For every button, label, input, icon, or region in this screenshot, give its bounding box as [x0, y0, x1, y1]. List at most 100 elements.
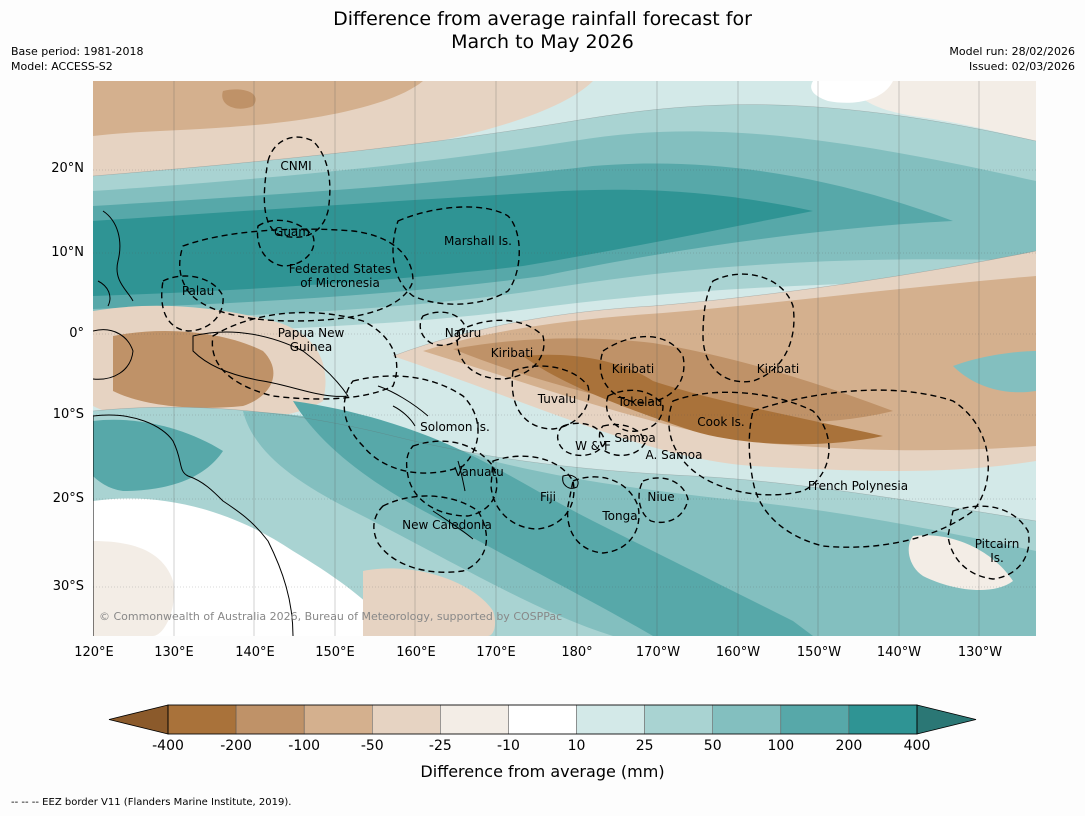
colorbar-tick-label: -400 — [152, 738, 184, 754]
label-kiribati-east: Kiribati — [756, 362, 800, 376]
lon-label-170w: 170°W — [635, 645, 681, 660]
rainfall-map — [93, 81, 1036, 636]
label-tuvalu: Tuvalu — [537, 392, 577, 406]
label-fiji: Fiji — [539, 490, 557, 504]
new-guinea-coast — [192, 331, 349, 397]
eez-guam — [256, 219, 315, 267]
eez-new-caledonia — [373, 495, 488, 573]
eez-french-polynesia — [748, 389, 989, 548]
lat-label-30s: 30°S — [52, 579, 84, 594]
label-pitcairn-line2: Is. — [990, 551, 1004, 565]
lon-label-140e: 140°E — [235, 645, 275, 660]
eez-nauru — [419, 311, 466, 346]
label-samoa: Samoa — [614, 431, 656, 445]
model-run: Model run: 28/02/2026 — [949, 45, 1075, 58]
vanuatu-coast — [457, 460, 466, 492]
label-kiribati-central: Kiribati — [611, 362, 655, 376]
label-kiribati-west: Kiribati — [490, 346, 534, 360]
south-dry-patch — [363, 568, 496, 636]
contour-outline — [93, 104, 1036, 522]
label-fsm-line1: Federated States — [288, 262, 392, 276]
philippines-coast — [97, 210, 134, 307]
ne-pale-patch — [853, 81, 1036, 141]
chart-title: Difference from average rainfall forecas… — [0, 8, 1085, 54]
colorbar-title: Difference from average (mm) — [420, 762, 665, 781]
label-french-polynesia: French Polynesia — [807, 479, 909, 493]
sw-dry — [93, 541, 174, 636]
lon-label-160e: 160°E — [396, 645, 436, 660]
label-pitcairn: Pitcairn Is. — [975, 537, 1020, 565]
eez-solomon — [343, 375, 479, 474]
colorbar-block — [508, 704, 577, 735]
title-line-2: March to May 2026 — [451, 31, 634, 53]
colorbar-tick-label: 200 — [835, 738, 863, 754]
north-dry-core — [93, 81, 423, 136]
eez-tuvalu — [511, 365, 590, 430]
colorbar-tick-label: 10 — [567, 738, 586, 754]
colorbar-high-extend — [916, 704, 977, 735]
lon-label-180: 180° — [561, 645, 593, 660]
colorbar-block — [235, 704, 305, 735]
label-cook-islands: Cook Is. — [697, 415, 745, 429]
label-fsm: Federated States of Micronesia — [289, 262, 391, 290]
colorbar-tick-label: -50 — [360, 738, 384, 754]
colorbar-tick-label: -25 — [428, 738, 452, 754]
colorbar-blocks — [167, 704, 918, 735]
far-ne-pale — [811, 81, 893, 103]
new-caledonia-coast — [432, 510, 474, 540]
se-pale-patch — [908, 535, 1013, 591]
eez-kiribati-central — [599, 335, 685, 404]
lon-label-140w: 140°W — [876, 645, 922, 660]
label-new-caledonia: New Caledonia — [402, 518, 492, 532]
label-wallis-futuna: W & F — [575, 439, 611, 453]
eez-legend-note: -- -- -- EEZ border V11 (Flanders Marine… — [11, 797, 292, 808]
colorbar-block — [303, 704, 373, 735]
lon-label-130e: 130°E — [154, 645, 194, 660]
colorbar-tick-label: 100 — [767, 738, 795, 754]
grid-lines — [93, 81, 1036, 636]
north-dry-patch — [222, 89, 256, 109]
colorbar-low-extend — [108, 704, 169, 735]
lon-label-150e: 150°E — [315, 645, 355, 660]
colorbar-tick-label: -10 — [497, 738, 520, 754]
copyright-notice: © Commonwealth of Australia 2026, Bureau… — [99, 610, 563, 623]
eez-kiribati-west — [456, 319, 545, 380]
eez-png — [211, 311, 398, 400]
eez-wallis-futuna — [556, 422, 606, 457]
label-niue: Niue — [647, 490, 675, 504]
colorbar-tick-label: -100 — [288, 738, 321, 754]
colorbar-block — [848, 704, 918, 735]
contour-spcz — [93, 406, 1036, 522]
spcz-inner — [293, 401, 813, 636]
lon-label-150w: 150°W — [796, 645, 842, 660]
eez-tokelau — [605, 389, 664, 432]
label-cnmi: CNMI — [280, 159, 312, 173]
eez-pitcairn — [947, 505, 1030, 580]
colorbar-block — [780, 704, 850, 735]
label-tokelau: Tokelau — [617, 395, 663, 409]
lat-label-20n: 20°N — [51, 161, 84, 176]
lat-label-20s: 20°S — [52, 491, 84, 506]
australia-coast — [93, 414, 294, 636]
meta-right: Model run: 28/02/2026 Issued: 02/03/2026 — [949, 44, 1075, 74]
west-coast-wet — [93, 419, 223, 491]
label-vanuatu: Vanuatu — [454, 465, 504, 479]
colorbar-block — [576, 704, 645, 735]
colorbar-block — [712, 704, 782, 735]
lat-label-0: 0° — [69, 326, 84, 341]
lon-label-170e: 170°E — [476, 645, 516, 660]
colorbar-block — [644, 704, 713, 735]
fiji-coast — [562, 474, 579, 489]
label-png-line2: Guinea — [289, 340, 333, 354]
eez-vanuatu — [405, 440, 498, 517]
lat-label-10n: 10°N — [51, 245, 84, 260]
lat-label-10s: 10°S — [52, 407, 84, 422]
label-png: Papua New Guinea — [278, 326, 345, 354]
label-nauru: Nauru — [444, 326, 482, 340]
label-png-line1: Papua New — [277, 326, 345, 340]
lon-label-160w: 160°W — [715, 645, 761, 660]
colorbar-frame — [167, 704, 918, 735]
label-american-samoa: A. Samoa — [645, 448, 703, 462]
eez-fiji — [490, 455, 575, 530]
meta-left: Base period: 1981-2018 Model: ACCESS-S2 — [11, 44, 143, 74]
